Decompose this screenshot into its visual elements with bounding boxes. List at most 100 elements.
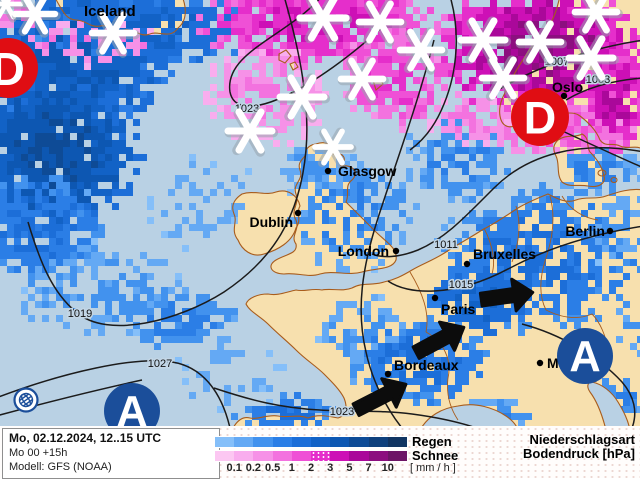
- city-label: London: [338, 243, 389, 259]
- map-type-titles: Niederschlagsart Bodendruck [hPa]: [523, 433, 635, 461]
- snow-scale-swatch: [234, 451, 254, 461]
- rain-scale-swatch: [234, 437, 254, 447]
- isobar-label: 1011: [434, 239, 458, 251]
- city-dot: [384, 370, 392, 378]
- snowflake-icon: [0, 0, 26, 23]
- city-dot: [560, 92, 568, 100]
- rain-scale-swatch: [272, 437, 292, 447]
- legend-tick: 2: [307, 462, 315, 474]
- country-border: [483, 227, 495, 275]
- model-name: Modell: GFS (NOAA): [9, 461, 112, 473]
- svg-text:D: D: [524, 93, 556, 144]
- isobar-line: [521, 323, 636, 426]
- country-border: [511, 205, 520, 263]
- city-label: Berlin: [565, 223, 605, 239]
- globe-logo-icon: [13, 387, 39, 413]
- coastline: [587, 381, 630, 426]
- coastline: [232, 190, 301, 256]
- snow-scale-swatch: [253, 451, 273, 461]
- isobar-line: [229, 0, 387, 107]
- flow-arrow-icon: [411, 320, 466, 360]
- city-label: Bruxelles: [473, 246, 536, 262]
- rain-scale-swatch: [215, 437, 235, 447]
- snowflake-icon: [276, 73, 331, 123]
- legend-tick: 1: [288, 462, 295, 474]
- high-pressure-center: A: [104, 383, 160, 426]
- legend-tick-labels: 0.1 0.2 0.5 1 2 3 5 7 10: [215, 462, 407, 475]
- legend-tick: 0.5: [264, 462, 281, 474]
- snowflake-icon: [88, 10, 140, 58]
- snow-scale-swatch: [310, 451, 331, 461]
- isobar-line: [565, 77, 640, 101]
- coastline: [553, 133, 605, 188]
- valid-time: Mo, 02.12.2024, 12..15 UTC: [9, 431, 162, 445]
- snow-scale-swatch: [330, 451, 350, 461]
- weather-map: 10231019102710231011101510071003 Iceland…: [0, 0, 640, 426]
- isobar-label: 1023: [330, 406, 354, 418]
- coastline: [278, 49, 292, 64]
- high-pressure-center: A: [557, 328, 613, 384]
- svg-text:A: A: [569, 333, 600, 381]
- isobar-label: 1027: [148, 358, 172, 370]
- rain-scale-swatch: [387, 437, 407, 447]
- low-pressure-center: D: [0, 38, 38, 98]
- city-dot: [431, 294, 439, 302]
- snowflake-icon: [571, 0, 623, 37]
- isobar-label: 1015: [449, 279, 473, 291]
- rain-scale-swatch: [330, 437, 350, 447]
- low-pressure-center: D: [511, 88, 569, 146]
- coastline: [270, 142, 397, 276]
- weather-map-canvas: 10231019102710231011101510071003 Iceland…: [0, 0, 640, 426]
- snow-scale-swatch: [349, 451, 369, 461]
- snow-scale-swatch: [387, 451, 407, 461]
- snow-scale-swatch: [272, 451, 292, 461]
- flow-arrow-icon: [478, 277, 535, 313]
- snowflake-icon: [457, 16, 512, 66]
- country-border: [409, 271, 428, 333]
- flow-arrows: [351, 277, 535, 418]
- city-dot: [392, 247, 400, 255]
- model-info-box: Mo, 02.12.2024, 12..15 UTC Mo 00 +15h Mo…: [2, 428, 220, 479]
- city-label: Glasgow: [338, 163, 396, 179]
- rain-scale-swatch: [253, 437, 273, 447]
- coastline: [233, 188, 640, 426]
- city-label: Paris: [441, 301, 475, 317]
- legend-tick: 7: [365, 462, 372, 474]
- isobar-line: [387, 225, 640, 292]
- unit-label: [ mm / h ]: [410, 462, 456, 474]
- isobar-label: 1019: [68, 308, 92, 320]
- city-label: Bordeaux: [394, 357, 459, 373]
- coastline: [289, 61, 299, 71]
- rain-color-scale: [215, 437, 407, 447]
- city-label: Dublin: [249, 214, 293, 230]
- rain-label: Regen: [412, 434, 452, 449]
- isobar-line: [0, 379, 143, 416]
- sea-overlays: [422, 382, 630, 426]
- legend-tick: 0.2: [245, 462, 262, 474]
- precipitation-legend: 0.1 0.2 0.5 1 2 3 5 7 10: [215, 426, 415, 478]
- snow-scale-swatch: [291, 451, 311, 461]
- status-legend-bar: Mo, 02.12.2024, 12..15 UTC Mo 00 +15h Mo…: [0, 426, 640, 479]
- snow-scale-swatch: [215, 451, 235, 461]
- coastline: [597, 169, 607, 177]
- snowflake-icon: [312, 127, 357, 169]
- snow-scale-swatch: [368, 451, 388, 461]
- snowflake-icon: [355, 0, 407, 47]
- legend-tick: 3: [327, 462, 334, 474]
- isobar-line: [555, 127, 640, 168]
- snowflake-icon: [396, 27, 448, 75]
- snowflake-icons: [0, 0, 623, 169]
- coastline: [610, 177, 618, 183]
- region-label: Iceland: [84, 3, 136, 20]
- snowflake-icon: [11, 0, 61, 38]
- snowflake-icon: [515, 19, 567, 67]
- land-fill: [232, 190, 300, 256]
- city-markers: Iceland Glasgow Dublin London Bruxelles Berli…: [84, 3, 614, 378]
- snowflake-icon: [296, 0, 353, 45]
- city-dot: [294, 209, 302, 217]
- coastline: [421, 404, 517, 426]
- country-border: [561, 195, 599, 221]
- isobar-line: [0, 359, 231, 426]
- rain-scale-swatch: [349, 437, 369, 447]
- snowflake-icon: [224, 107, 279, 157]
